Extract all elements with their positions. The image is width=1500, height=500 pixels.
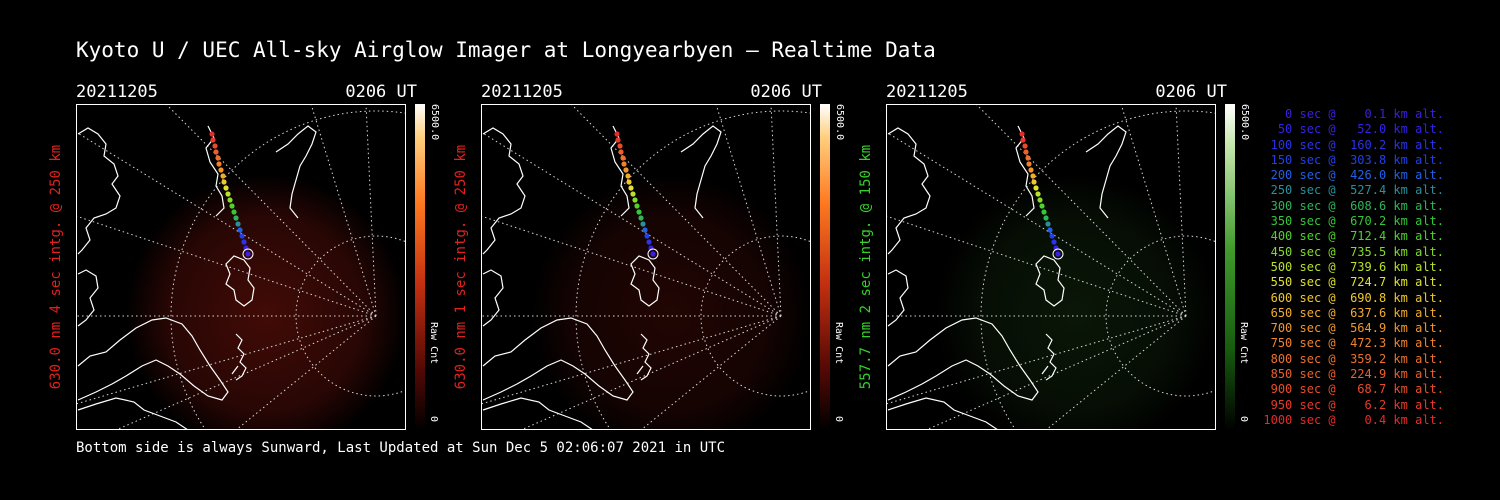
legend-row: 200 sec @ 426.0 km alt. xyxy=(1263,168,1444,183)
allsky-map xyxy=(886,104,1216,430)
legend-row: 800 sec @ 359.2 km alt. xyxy=(1263,351,1444,366)
colorbar-max-label: 6500.0 xyxy=(1239,104,1250,141)
legend-row: 700 sec @ 564.9 km alt. xyxy=(1263,321,1444,336)
footer-note: Bottom side is always Sunward, Last Upda… xyxy=(76,440,726,456)
imager-panel-1: 630.0 nm 4 sec intg. @ 250 km 20211205 0… xyxy=(48,82,496,432)
panel-time: 0206 UT xyxy=(345,82,417,102)
legend-row: 950 sec @ 6.2 km alt. xyxy=(1263,397,1444,412)
colorbar-unit-label: Raw Cnt xyxy=(1238,322,1249,365)
page-title: Kyoto U / UEC All-sky Airglow Imager at … xyxy=(76,38,936,62)
panel-date: 20211205 xyxy=(481,82,563,102)
panel-date: 20211205 xyxy=(76,82,158,102)
colorbar xyxy=(415,104,425,430)
legend-row: 550 sec @ 724.7 km alt. xyxy=(1263,275,1444,290)
colorbar-min-label: 0 xyxy=(833,416,844,423)
trajectory-legend: 0 sec @ 0.1 km alt. 50 sec @ 52.0 km alt… xyxy=(1256,107,1444,428)
allsky-map xyxy=(481,104,811,430)
legend-row: 650 sec @ 637.6 km alt. xyxy=(1263,305,1444,320)
legend-row: 900 sec @ 68.7 km alt. xyxy=(1263,382,1444,397)
panel-time: 0206 UT xyxy=(750,82,822,102)
legend-row: 500 sec @ 739.6 km alt. xyxy=(1263,259,1444,274)
panel-side-label: 630.0 nm 4 sec intg. @ 250 km xyxy=(48,144,64,390)
legend-row: 250 sec @ 527.4 km alt. xyxy=(1263,183,1444,198)
legend-row: 600 sec @ 690.8 km alt. xyxy=(1263,290,1444,305)
panel-time: 0206 UT xyxy=(1155,82,1227,102)
colorbar-min-label: 0 xyxy=(1238,416,1249,423)
legend-row: 1000 sec @ 0.4 km alt. xyxy=(1263,412,1444,427)
imager-panel-3: 557.7 nm 2 sec intg. @ 150 km 20211205 0… xyxy=(858,82,1306,432)
legend-row: 400 sec @ 712.4 km alt. xyxy=(1263,229,1444,244)
panel-side-label: 630.0 nm 1 sec intg. @ 250 km xyxy=(453,144,469,390)
legend-row: 750 sec @ 472.3 km alt. xyxy=(1263,336,1444,351)
legend-row: 300 sec @ 608.6 km alt. xyxy=(1263,198,1444,213)
legend-row: 350 sec @ 670.2 km alt. xyxy=(1263,214,1444,229)
colorbar-unit-label: Raw Cnt xyxy=(833,322,844,365)
imager-panel-2: 630.0 nm 1 sec intg. @ 250 km 20211205 0… xyxy=(453,82,901,432)
legend-row: 100 sec @ 160.2 km alt. xyxy=(1263,137,1444,152)
colorbar-unit-label: Raw Cnt xyxy=(428,322,439,365)
panel-date: 20211205 xyxy=(886,82,968,102)
legend-row: 450 sec @ 735.5 km alt. xyxy=(1263,244,1444,259)
panel-side-label: 557.7 nm 2 sec intg. @ 150 km xyxy=(858,144,874,390)
colorbar xyxy=(820,104,830,430)
colorbar xyxy=(1225,104,1235,430)
legend-row: 850 sec @ 224.9 km alt. xyxy=(1263,367,1444,382)
allsky-map xyxy=(76,104,406,430)
legend-row: 150 sec @ 303.8 km alt. xyxy=(1263,152,1444,167)
colorbar-max-label: 6500.0 xyxy=(429,104,440,141)
colorbar-max-label: 6500.0 xyxy=(834,104,845,141)
colorbar-min-label: 0 xyxy=(428,416,439,423)
legend-row: 0 sec @ 0.1 km alt. xyxy=(1263,107,1444,121)
legend-row: 50 sec @ 52.0 km alt. xyxy=(1263,122,1444,137)
